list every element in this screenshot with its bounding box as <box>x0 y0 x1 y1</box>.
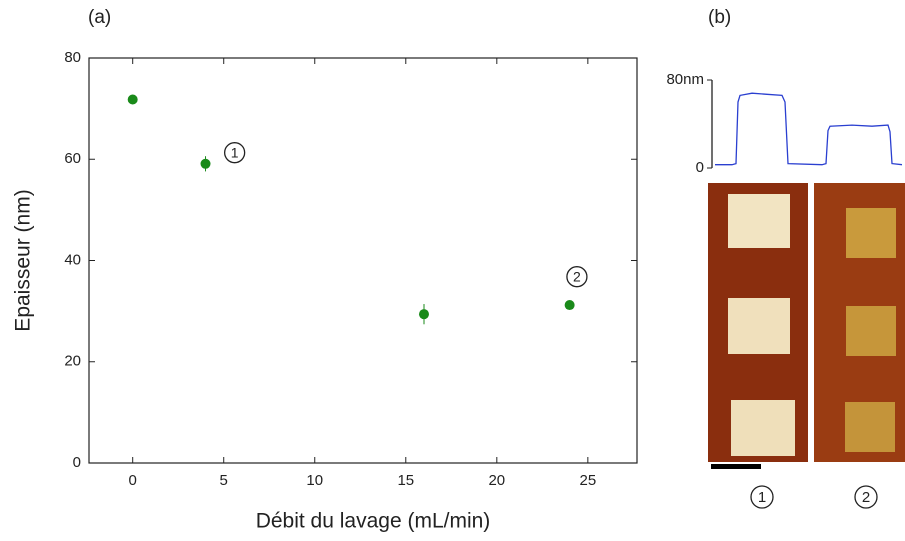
afm-images <box>708 183 905 469</box>
y-tick-label: 0 <box>73 454 81 471</box>
annotation: 2 <box>573 268 581 284</box>
y-tick-label: 60 <box>64 150 81 167</box>
x-tick-label: 10 <box>306 472 323 489</box>
scale-bar <box>711 464 761 469</box>
afm-square <box>728 194 790 248</box>
panel-label: (a) <box>88 7 111 28</box>
plot-frame <box>88 57 638 464</box>
x-tick-label: 15 <box>397 472 414 489</box>
y-tick-label: 20 <box>64 353 81 370</box>
profile-line <box>715 92 903 166</box>
panel-label: (b) <box>708 7 731 28</box>
x-tick-label: 0 <box>129 472 137 489</box>
image-label: 1 <box>758 489 766 506</box>
y-tick-label: 0 <box>696 159 704 176</box>
point <box>564 300 575 311</box>
y-axis-label: Epaisseur (nm) <box>12 189 35 331</box>
annotation-circle <box>223 142 246 164</box>
x-tick-label: 20 <box>488 472 505 489</box>
afm-square <box>731 400 795 456</box>
annotation: 1 <box>231 144 239 160</box>
afm-square <box>846 306 896 356</box>
x-tick-label: 25 <box>580 472 597 489</box>
afm-square <box>728 298 790 354</box>
image-label-circle <box>750 485 774 509</box>
x-tick-label: 5 <box>220 472 228 489</box>
x-axis-label: Débit du lavage (mL/min) <box>256 510 491 533</box>
afm-square <box>845 402 895 452</box>
image-label: 2 <box>862 489 870 506</box>
afm-square <box>846 208 896 258</box>
point <box>127 94 138 105</box>
point <box>200 158 211 169</box>
point <box>418 309 429 320</box>
y-tick-label: 80 <box>64 49 81 66</box>
y-tick-label: 40 <box>64 251 81 268</box>
image-label-circle <box>854 485 878 509</box>
annotation-circle <box>566 266 588 288</box>
y-tick-label: 80nm <box>666 71 704 88</box>
